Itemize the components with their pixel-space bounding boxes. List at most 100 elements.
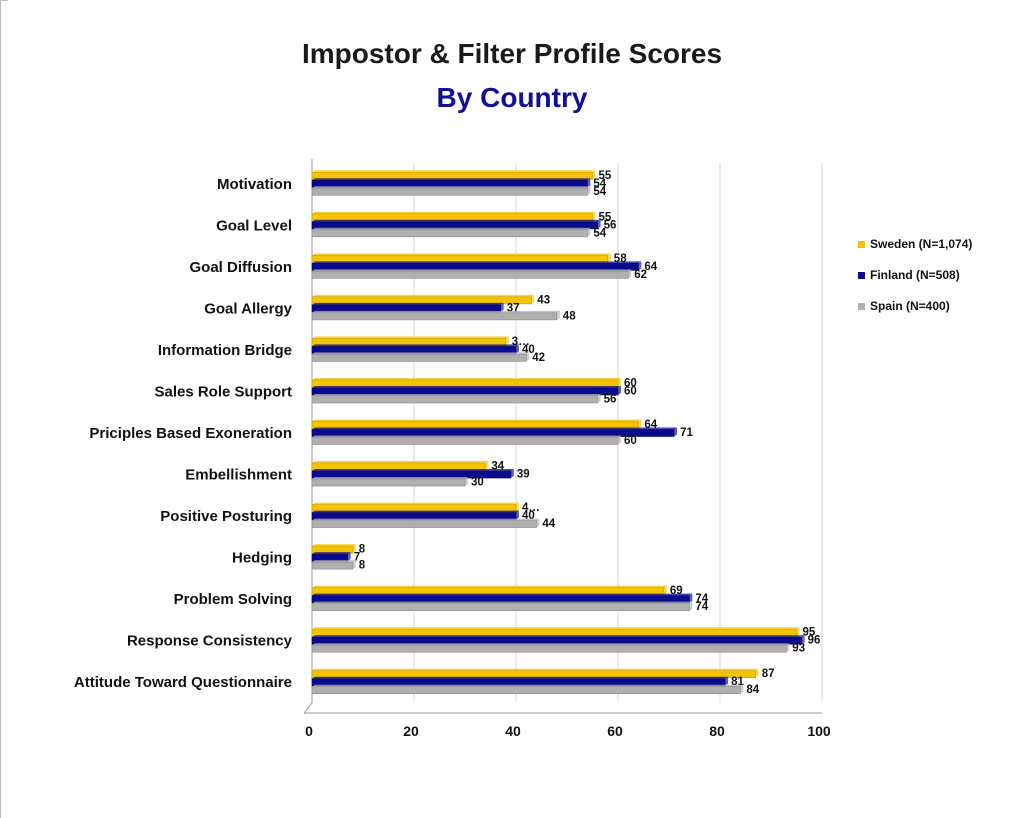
data-label: 60 [624,385,637,397]
bar-depth [663,585,667,595]
bar-depth [628,269,632,279]
data-label: 96 [808,635,821,647]
bar-depth [592,170,596,180]
y-category-label: Priciples Based Exoneration [89,425,292,442]
chart-title: Impostor & Filter Profile Scores [301,38,723,69]
bar [311,670,757,679]
bar-depth [638,419,642,429]
data-label: 39 [517,469,530,481]
bar-top [312,393,601,396]
bar [311,346,517,354]
bar-top [312,502,519,505]
bar [311,520,537,528]
y-category-label: Motivation [217,176,292,193]
bar [311,271,629,279]
bar-top [312,261,642,264]
bar [311,628,797,637]
bar-depth [755,668,759,678]
page-border-left [0,0,1,818]
bar-depth [740,684,744,694]
bar [311,312,558,321]
bar-top [312,684,744,687]
bar [311,478,466,487]
y-category-label: Response Consistency [127,633,293,650]
data-label: 30 [471,477,484,489]
legend-label-spain: Spain (N=400) [870,299,950,313]
bar-depth [556,310,560,320]
bar [311,354,527,362]
bar [311,678,726,687]
bar [311,296,532,305]
x-tick-label: 40 [505,723,521,739]
y-category-label: Positive Posturing [160,508,292,525]
bar-depth [352,544,356,554]
data-label: 60 [624,435,637,447]
bar [311,553,349,562]
data-label: 8 [359,560,366,572]
bar-depth [638,261,642,271]
bar [311,229,588,238]
bar-top [312,635,805,638]
bar [311,437,619,445]
bar-top [312,469,514,472]
bar-top [312,676,729,679]
data-label: 84 [746,684,759,696]
bar [311,512,517,520]
bar [311,395,598,404]
axis-depth-line [303,702,313,714]
bar-depth [618,435,621,445]
bar-top [312,585,667,588]
bar-top [312,419,642,422]
bar-depth [526,352,530,362]
bar-depth [689,601,693,611]
legend-swatch-finland [858,271,865,279]
bar-top [312,477,468,480]
bar-depth [618,377,621,387]
bar-depth [801,635,805,645]
y-category-label: Problem Solving [174,591,292,608]
y-category-label: Hedging [232,550,292,567]
legend-label-sweden: Sweden (N=1,074) [870,237,973,251]
bar-depth [516,510,519,520]
y-category-label: Goal Level [216,217,292,234]
bar-top [312,186,591,189]
legend-swatch-spain [858,302,865,310]
y-category-label: Sales Role Support [154,383,292,400]
y-category-label: Goal Allergy [204,300,292,317]
bar-depth [597,219,601,229]
bar-top [312,310,560,313]
bar-depth [597,393,601,403]
bar-depth [618,385,621,395]
legend-label-finland: Finland (N=508) [870,268,960,282]
bar-top [312,510,519,513]
data-label: 60 [624,377,637,389]
data-label: 7 [354,552,360,564]
bar-top [312,461,489,464]
bar-top [312,518,540,521]
bar-depth [689,593,693,603]
data-label: 48 [563,310,576,322]
bar-top [312,219,601,222]
bar [311,561,354,570]
bar-depth [505,336,509,346]
data-label: 56 [604,219,617,231]
bar-top [312,627,800,630]
bar-depth [465,477,468,487]
page-border-top [0,0,8,1]
bar-top [312,269,632,272]
bar-top [312,544,356,547]
data-label: 54 [593,186,606,198]
bar [311,504,517,512]
bar [311,304,501,313]
y-category-label: Embellishment [185,467,292,484]
bar-depth [516,502,519,512]
legend-item-spain: Spain (N=400) [858,298,972,314]
bar [311,429,675,437]
bar-depth [352,560,356,570]
bar [311,636,802,645]
bar-top [312,211,596,214]
bar-top [312,601,693,604]
x-tick-label: 100 [807,723,831,739]
legend: Sweden (N=1,074) Finland (N=508) Spain (… [858,236,972,329]
